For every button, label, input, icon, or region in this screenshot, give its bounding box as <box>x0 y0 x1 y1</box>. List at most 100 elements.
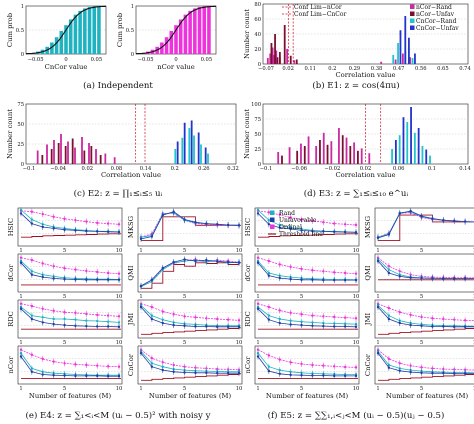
unfav-point <box>85 324 88 328</box>
histogram-bar <box>404 16 407 64</box>
histogram-bar <box>283 25 286 64</box>
caption-b: (b) E1: z = cos(4πu) <box>312 80 399 91</box>
unfav-line <box>20 262 119 281</box>
unfav-point <box>354 278 358 282</box>
ordinal-point <box>30 353 34 356</box>
rand-point <box>300 320 303 323</box>
y-tick-label: 0 <box>21 162 24 168</box>
unfav-point <box>194 259 197 263</box>
rand-point <box>30 367 34 370</box>
ordinal-point <box>354 366 358 369</box>
unfav-point <box>74 374 77 378</box>
panel-label: RDC <box>244 311 252 327</box>
histogram-bar <box>81 137 83 164</box>
ordinal-point <box>267 305 271 309</box>
unfav-point <box>420 324 423 327</box>
rand-line <box>377 259 474 279</box>
unfav-point <box>41 373 44 376</box>
unfav-point <box>41 321 44 324</box>
legend-label: CnCor−Rand <box>416 18 457 25</box>
x-tick-label: 10 <box>473 248 474 254</box>
ordinal-line <box>257 303 357 319</box>
plot-frame-CnCor <box>137 345 243 385</box>
unfav-point <box>256 212 260 215</box>
unfav-point <box>205 325 208 328</box>
histogram-bar <box>41 155 44 164</box>
x-tick-label: 0.38 <box>371 66 383 72</box>
histogram-bar <box>414 53 416 64</box>
ordinal-point <box>322 315 325 318</box>
ordinal-point <box>398 270 401 273</box>
unfav-point <box>343 325 347 328</box>
rand-point <box>256 351 260 355</box>
unfav-point <box>216 223 219 226</box>
ordinal-point <box>322 221 325 224</box>
bar <box>193 8 197 54</box>
x-tick-label: 0 <box>174 57 177 63</box>
x-tick-label: 1 <box>376 340 379 346</box>
bar <box>59 30 64 54</box>
ordinal-point <box>322 364 325 367</box>
rand-point <box>333 322 336 325</box>
ordinal-point <box>52 215 55 218</box>
rand-point <box>161 318 164 321</box>
y-axis-label: Number count <box>243 9 251 59</box>
legend-swatch <box>270 224 275 229</box>
ordinal-point <box>117 272 121 275</box>
histogram-bar <box>183 122 186 164</box>
x-tick-label: 10 <box>116 294 123 300</box>
unfav-point <box>30 370 34 373</box>
bar <box>78 10 82 55</box>
y-axis-label: Cum prob <box>116 12 124 47</box>
y-tick-label: 20 <box>254 47 261 53</box>
histogram-bar <box>174 149 177 164</box>
histogram-bar <box>74 147 76 164</box>
rand-point <box>161 365 164 368</box>
rand-line <box>257 260 357 281</box>
unfav-point <box>96 230 99 233</box>
unfav-point <box>420 214 423 218</box>
panel-label: nCor <box>244 356 252 374</box>
unfav-point <box>205 258 208 262</box>
histogram-bar <box>269 53 272 64</box>
histogram-bar <box>276 57 279 64</box>
rand-point <box>74 318 77 321</box>
x-tick-label: 0.14 <box>140 166 152 172</box>
unfav-point <box>106 230 110 233</box>
x-tick-label: 10 <box>116 248 123 254</box>
unfav-line <box>257 356 356 377</box>
x-tick-label: 0.32 <box>227 166 239 172</box>
histogram-bar <box>204 147 207 164</box>
x-tick-label: 10 <box>236 386 243 392</box>
unfav-point <box>63 374 66 377</box>
x-tick-label: 1 <box>139 248 142 254</box>
unfav-point <box>398 369 401 372</box>
ordinal-point <box>278 309 281 312</box>
threshold-line <box>141 327 241 335</box>
x-tick-label: 10 <box>353 386 360 392</box>
unfav-point <box>52 277 55 280</box>
ordinal-point <box>63 311 66 314</box>
bar <box>92 6 97 55</box>
ordinal-point <box>30 304 34 308</box>
panel-label: dCor <box>244 264 252 282</box>
ordinal-point <box>278 263 281 266</box>
panel-label: RDC <box>7 311 15 327</box>
x-tick-label: 0 <box>64 57 67 63</box>
ordinal-point <box>117 223 121 226</box>
unfav-point <box>194 221 197 224</box>
unfav-line <box>377 352 474 374</box>
histogram-bar <box>207 153 209 164</box>
unfav-point <box>226 325 230 329</box>
ordinal-line <box>20 210 120 225</box>
bar <box>207 6 211 54</box>
unfav-point <box>431 277 434 280</box>
bar <box>178 19 183 54</box>
x-tick-label: −0.05 <box>138 57 154 63</box>
ordinal-point <box>267 259 271 263</box>
ordinal-point <box>311 219 314 223</box>
unfav-point <box>63 323 66 327</box>
unfav-point <box>431 325 434 328</box>
rand-line <box>20 306 120 323</box>
x-tick-label: 1 <box>376 386 379 392</box>
